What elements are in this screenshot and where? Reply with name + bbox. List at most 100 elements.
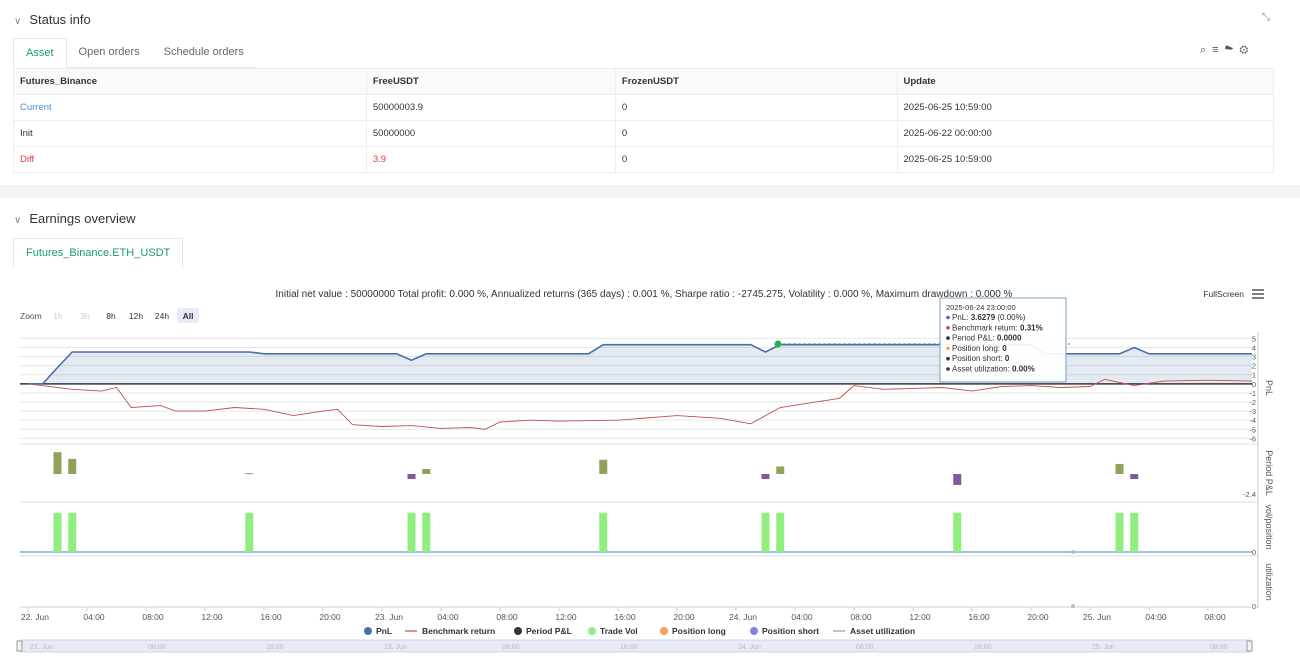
nav-handle[interactable] <box>1246 640 1253 652</box>
bar <box>68 458 77 474</box>
header-cell: FreeUSDT <box>365 68 616 95</box>
y-tick-label: 0 <box>1252 548 1256 557</box>
bar <box>776 512 785 552</box>
zoom-button[interactable]: 8h <box>106 311 116 321</box>
x-tick-label: 25. Jun <box>1083 612 1111 622</box>
tooltip-line: Benchmark return: 0.31% <box>952 323 1043 332</box>
zoom-button[interactable]: 1h <box>53 311 63 321</box>
table-cell: Diff <box>13 146 367 173</box>
bar <box>407 512 416 552</box>
x-tick-label: 24. Jun <box>729 612 757 622</box>
bar <box>599 512 608 552</box>
bar <box>68 512 77 552</box>
y-tick-label: 4 <box>1252 343 1256 352</box>
bar <box>761 474 770 480</box>
nav-label: 16:00 <box>266 644 284 651</box>
legend-label[interactable]: Position long <box>672 626 726 636</box>
bar <box>53 512 62 552</box>
y-tick-label: -3 <box>1249 407 1256 416</box>
nav-label: 08:00 <box>1210 644 1228 651</box>
status-table: Futures_Binance FreeUSDT FrozenUSDT Update C… <box>13 68 1275 173</box>
tooltip-bullet <box>946 346 950 351</box>
tab[interactable]: Schedule orders <box>151 38 256 68</box>
legend-symbol <box>750 627 758 635</box>
tooltip-bullet <box>946 326 950 330</box>
title-text: Earnings overview <box>29 211 136 226</box>
table-cell: 0 <box>614 120 898 147</box>
zoom-button[interactable]: 12h <box>129 311 143 321</box>
menu-icon[interactable] <box>1252 289 1264 299</box>
x-tick-label: 22. Jun <box>21 612 49 622</box>
legend-label[interactable]: Benchmark return <box>422 626 495 636</box>
zoom-label: Zoom <box>20 311 42 321</box>
legend-label[interactable]: Position short <box>762 626 819 636</box>
y-tick-label: -4 <box>1249 416 1256 425</box>
y-tick-label: -2 <box>1249 398 1256 407</box>
nav-label: 08:00 <box>148 644 166 651</box>
zoom-button[interactable]: 24h <box>155 311 169 321</box>
pnl-area <box>28 344 1252 384</box>
collapse-icon[interactable]: ⤡ <box>1262 12 1270 23</box>
zoom-button[interactable]: 3h <box>80 311 90 321</box>
tooltip-bullet <box>946 367 950 371</box>
toolbar-icons[interactable]: ⌕≡☁⚙ <box>1200 44 1255 56</box>
status-info-title[interactable]: ∨ Status info <box>14 12 91 27</box>
tab[interactable]: Open orders <box>66 38 152 68</box>
x-tick-label: 16:00 <box>968 612 990 622</box>
earnings-tabs: Futures_Binance.ETH_USDT <box>13 238 184 268</box>
x-tick-label: 20:00 <box>319 612 341 622</box>
bar <box>1115 512 1124 552</box>
legend-symbol <box>660 627 668 635</box>
y-tick-label: 5 <box>1252 334 1256 343</box>
legend-label[interactable]: PnL <box>376 626 392 636</box>
bar <box>1130 512 1139 552</box>
header-cell: Futures_Binance <box>13 68 367 95</box>
x-tick-label: 23. Jun <box>375 612 403 622</box>
nav-label: 25. Jun <box>1092 644 1115 651</box>
header-cell: Update <box>896 68 1275 95</box>
table-row: Diff 3.9 0 2025-06-25 10:59:00 <box>13 146 1275 173</box>
x-tick-label: 12:00 <box>909 612 931 622</box>
table-cell: 0 <box>614 94 898 121</box>
table-cell: 2025-06-25 10:59:00 <box>896 94 1275 121</box>
legend-label[interactable]: Asset utilization <box>850 626 915 636</box>
legend-label[interactable]: Trade Vol <box>600 626 638 636</box>
x-tick-label: 04:00 <box>437 612 459 622</box>
table-cell: Current <box>13 94 367 121</box>
bar <box>407 474 416 480</box>
x-tick-label: 20:00 <box>1027 612 1049 622</box>
legend-label[interactable]: Period P&L <box>526 626 572 636</box>
pnl-line <box>28 343 1252 385</box>
table-cell: 50000000 <box>365 120 616 147</box>
tab[interactable]: Futures_Binance.ETH_USDT <box>13 238 184 268</box>
y-tick-label: 1 <box>1252 371 1256 380</box>
bar <box>953 474 962 485</box>
nav-label: 16:00 <box>620 644 638 651</box>
earnings-title[interactable]: ∨ Earnings overview <box>14 211 136 226</box>
axis-title: Period P&L <box>1264 450 1274 496</box>
header-row: Futures_Binance FreeUSDT FrozenUSDT Update <box>13 68 1275 95</box>
x-tick-label: 16:00 <box>614 612 636 622</box>
table-cell: 3.9 <box>365 146 616 173</box>
x-tick-label: 08:00 <box>496 612 518 622</box>
nav-label: 08:00 <box>856 644 874 651</box>
fullscreen-button[interactable]: FullScreen <box>1203 289 1244 299</box>
bar <box>953 512 962 552</box>
bar <box>599 459 608 474</box>
nav-label: 22. Jun <box>30 644 53 651</box>
bar <box>245 473 254 475</box>
tab[interactable]: Asset <box>13 38 67 68</box>
legend-symbol <box>588 627 596 635</box>
tooltip-label: Period P&L: <box>952 334 997 343</box>
bar <box>1130 474 1139 480</box>
legend-symbol <box>514 627 522 635</box>
table-cell: 50000003.9 <box>365 94 616 121</box>
zoom-active-bg <box>177 308 199 323</box>
table-cell: Init <box>13 120 367 147</box>
tooltip-value: 0.31% <box>1020 323 1043 332</box>
hover-marker <box>1071 604 1075 608</box>
nav-label: 23. Jun <box>384 644 407 651</box>
zoom-button[interactable]: All <box>183 311 194 321</box>
nav-handle[interactable] <box>16 640 23 652</box>
